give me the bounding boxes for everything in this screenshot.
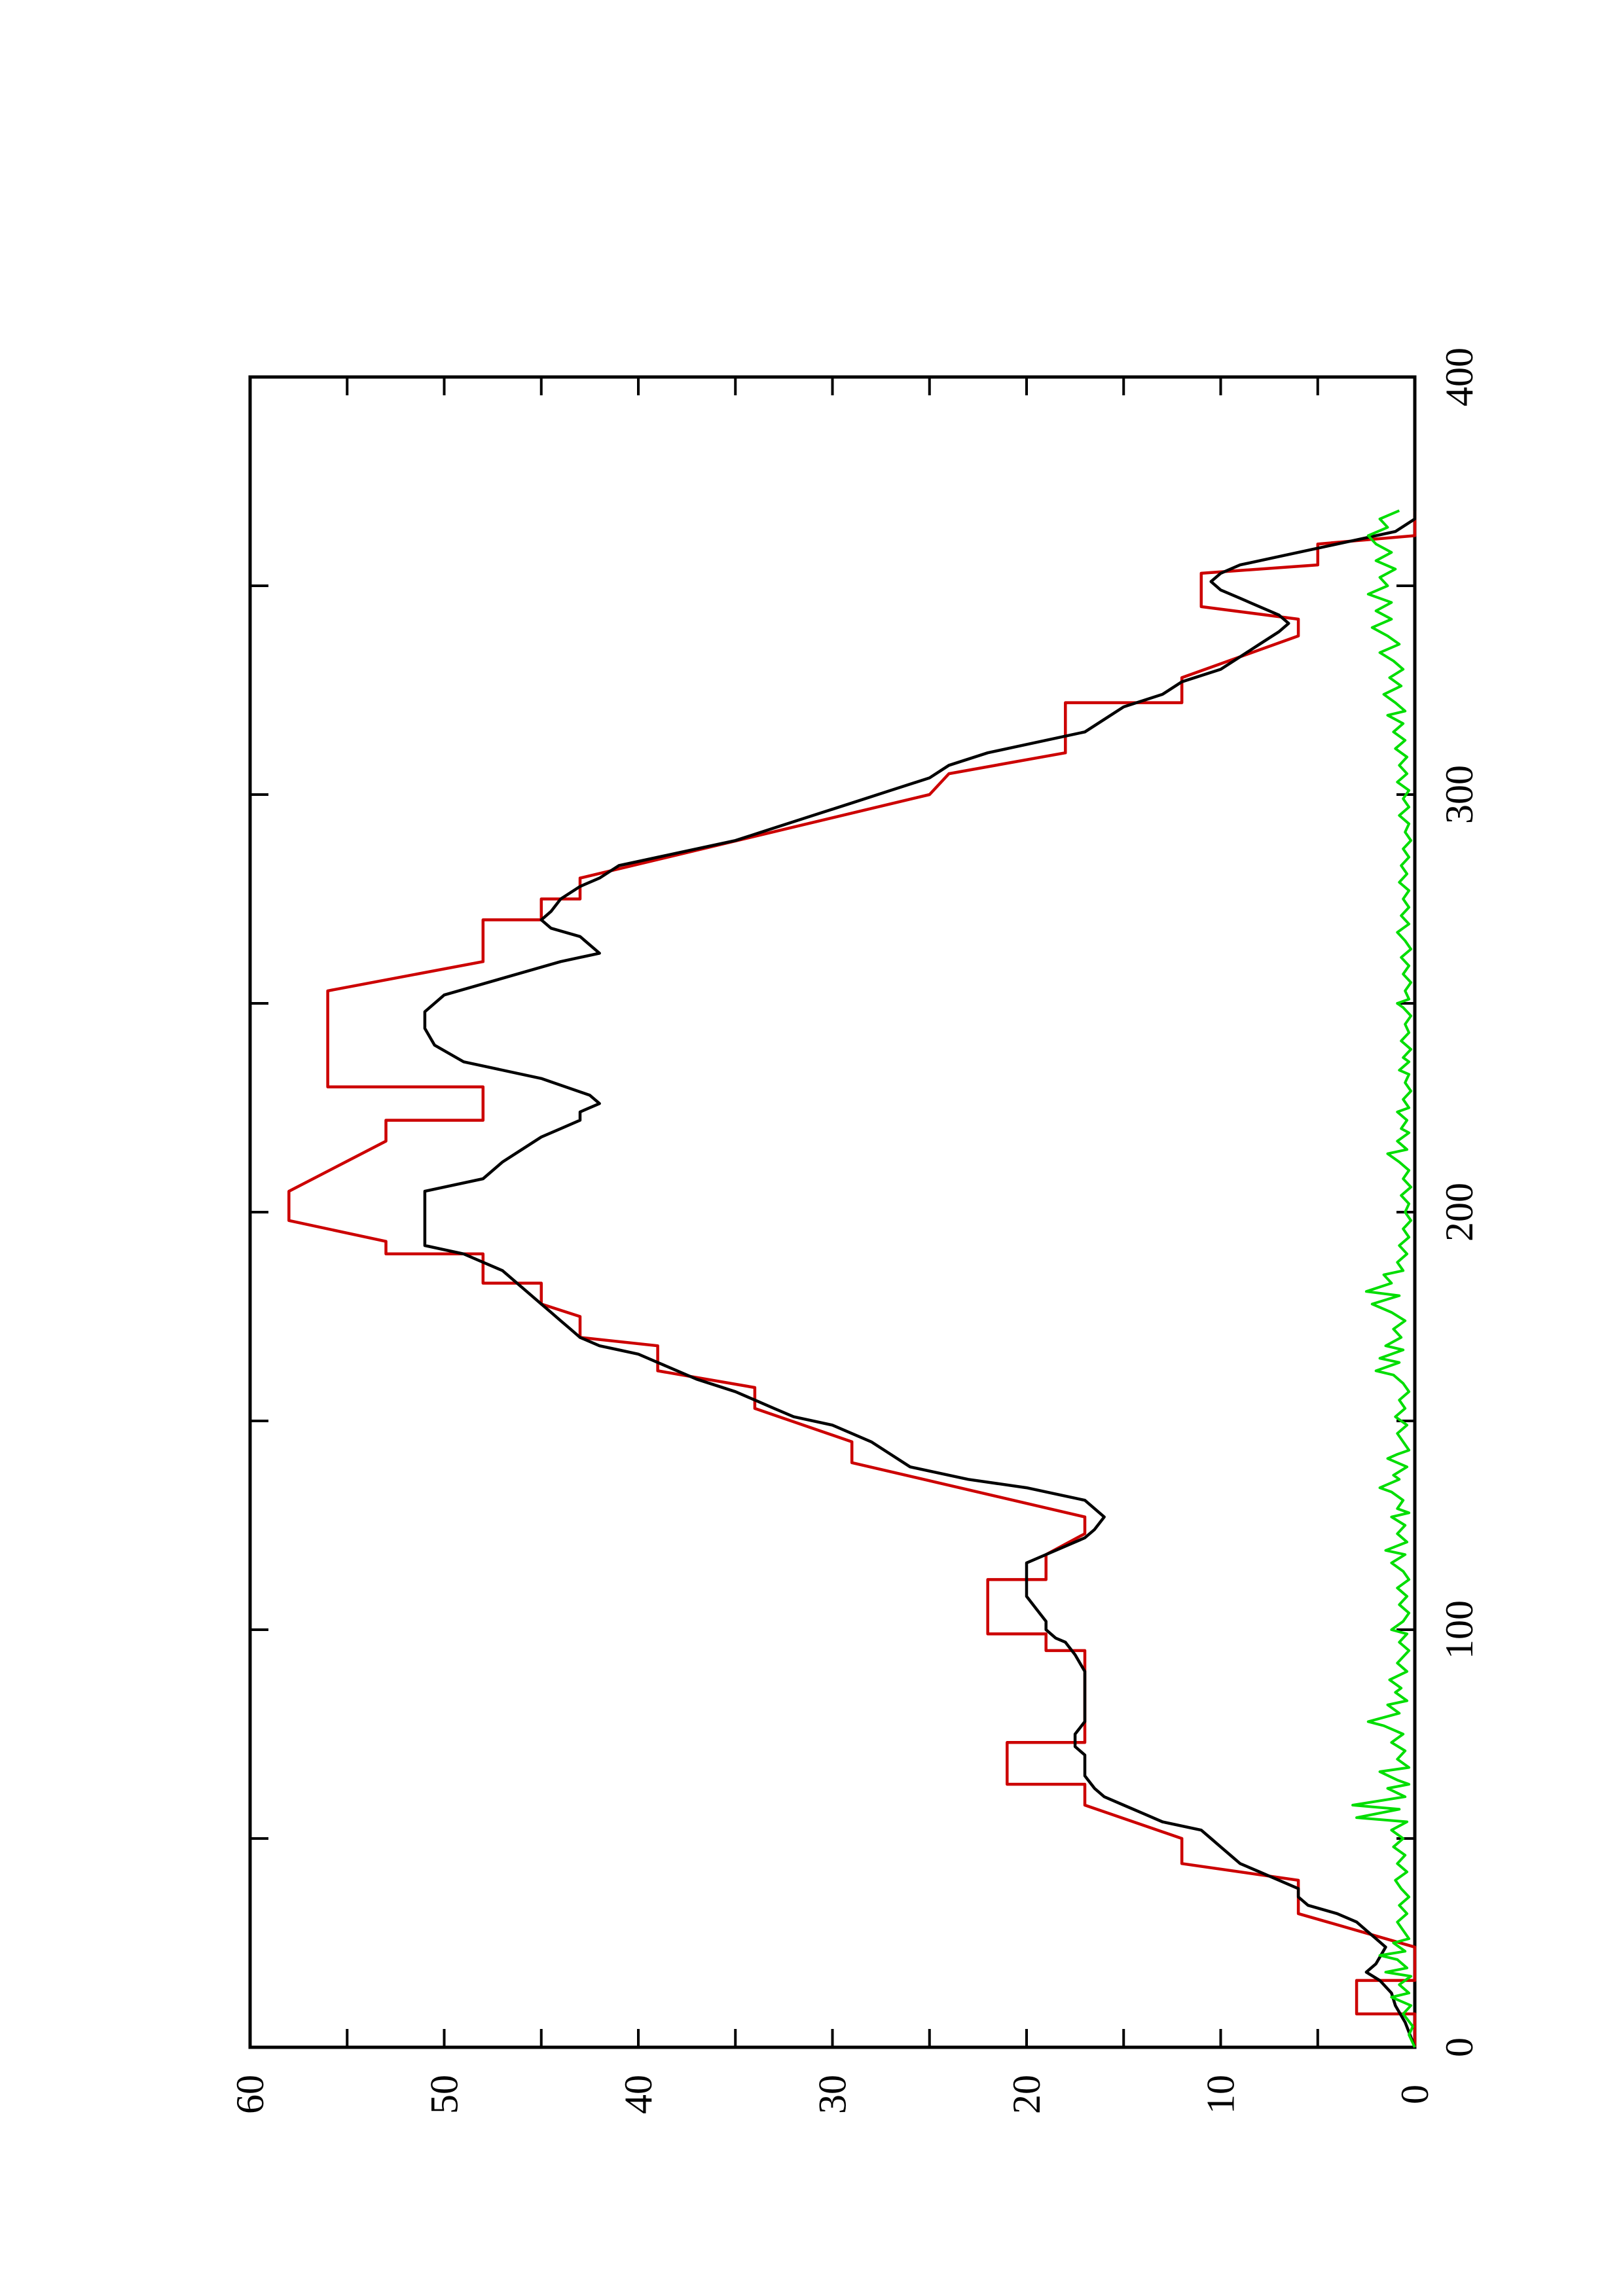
series-green-line — [1351, 509, 1416, 2048]
x-tick-label: 300 — [1438, 765, 1481, 824]
y-tick-label: 60 — [228, 2075, 272, 2114]
y-tick-label: 30 — [811, 2075, 854, 2114]
series-lines — [287, 506, 1417, 2048]
x-tick-label: 200 — [1438, 1183, 1481, 1242]
series-black-line — [423, 506, 1417, 2048]
y-tick-label: 20 — [1005, 2075, 1048, 2114]
x-tick-label: 0 — [1438, 2037, 1481, 2057]
series-red-step-line — [287, 511, 1417, 2047]
x-tick-label: 400 — [1438, 348, 1481, 406]
y-tick-label: 50 — [423, 2075, 466, 2114]
y-tick-label: 40 — [617, 2075, 660, 2114]
y-tick-label: 0 — [1393, 2085, 1436, 2104]
x-tick-label: 100 — [1438, 1600, 1481, 1659]
y-tick-label: 10 — [1199, 2075, 1243, 2114]
axis-tick-labels: 0 100 200 300 400 0 10 20 30 40 50 60 — [228, 348, 1481, 2114]
